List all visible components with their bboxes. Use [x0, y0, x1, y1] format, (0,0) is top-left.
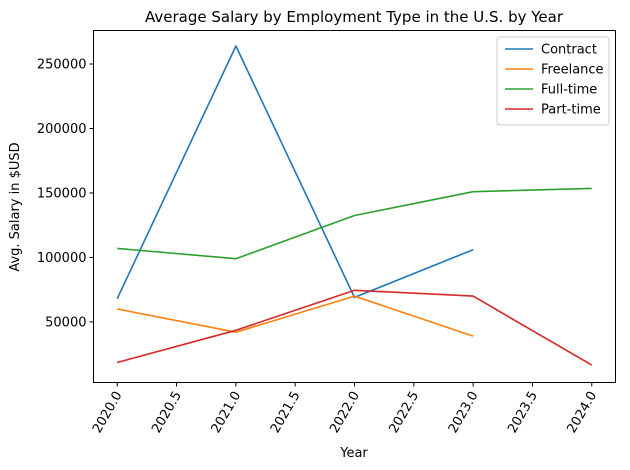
y-axis: 50000 100000 150000 200000 250000: [37, 58, 94, 330]
legend-box: [496, 36, 610, 126]
x-tick-label: 2020.5: [149, 389, 185, 436]
x-tick-label: 2020.0: [90, 389, 126, 436]
y-tick-label: 150000: [37, 186, 87, 201]
legend-label-part-time: Part-time: [541, 103, 601, 118]
y-axis-label: Avg. Salary in $USD: [8, 142, 23, 271]
y-tick-label: 100000: [37, 251, 87, 266]
legend-label-contract: Contract: [541, 43, 597, 58]
legend-label-full-time: Full-time: [541, 83, 597, 98]
y-tick-label: 250000: [37, 58, 87, 73]
chart-title: Average Salary by Employment Type in the…: [145, 8, 564, 26]
x-axis-label: Year: [339, 446, 368, 461]
x-tick-label: 2021.5: [268, 389, 304, 436]
legend: Contract Freelance Full-time Part-time: [496, 36, 610, 126]
plot-lines: [116, 45, 593, 366]
x-tick-label: 2024.0: [565, 389, 601, 436]
x-tick-label: 2021.0: [209, 389, 245, 436]
x-tick-label: 2023.5: [505, 389, 541, 436]
legend-label-freelance: Freelance: [541, 63, 604, 78]
x-tick-label: 2023.0: [446, 389, 482, 436]
y-tick-label: 50000: [45, 315, 86, 330]
series-line-part-time: [116, 289, 593, 366]
series-line-contract: [116, 45, 474, 300]
x-axis: 2020.0 2020.5 2021.0 2021.5 2022.0 2022.5 2023…: [90, 382, 601, 436]
y-tick-label: 200000: [37, 122, 87, 137]
x-tick-label: 2022.0: [327, 389, 363, 436]
series-line-full-time: [117, 187, 592, 260]
x-tick-label: 2022.5: [387, 389, 423, 436]
series-line-freelance: [117, 295, 474, 337]
